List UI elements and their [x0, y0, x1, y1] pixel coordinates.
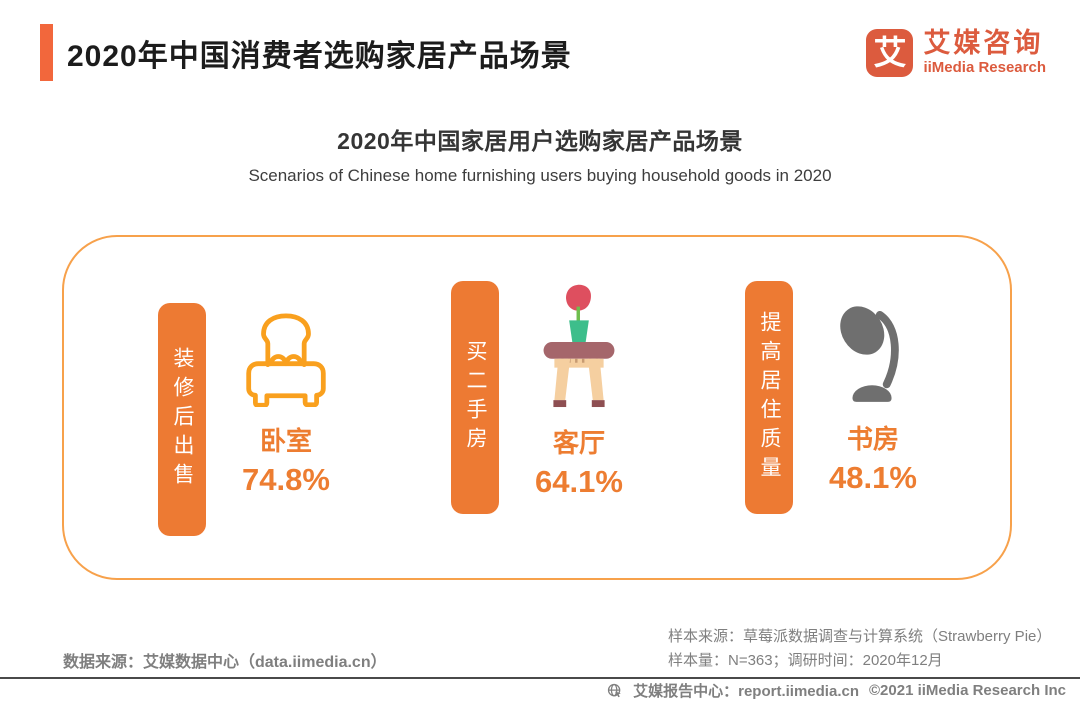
scenario-bar-label: 提高居住质量 — [758, 310, 781, 485]
report-header: 2020年中国消费者选购家居产品场景 艾 艾媒咨询 iiMedia Resear… — [40, 24, 1046, 81]
accent-bar — [40, 24, 53, 81]
data-source-note: 数据来源：艾媒数据中心（data.iimedia.cn） — [63, 654, 387, 671]
scenario-bar: 买二手房 — [451, 281, 499, 514]
scenario-bar-label: 买二手房 — [464, 339, 487, 456]
logo-name-en: iiMedia Research — [923, 58, 1046, 76]
scenario-content: 书房 48.1% — [825, 281, 921, 496]
chart-subtitle: Scenarios of Chinese home furnishing use… — [248, 166, 832, 185]
logo-name-cn: 艾媒咨询 — [923, 28, 1044, 59]
room-label: 书房 — [846, 424, 899, 454]
scenario-bar: 装修后出售 — [158, 303, 206, 536]
room-value: 48.1% — [829, 460, 917, 495]
scenario-panel: 装修后出售 卧室 74.8% 买二手房 — [62, 235, 1012, 580]
footer-report-center: 艾媒报告中心：report.iimedia.cn — [633, 683, 859, 700]
room-label: 客厅 — [552, 428, 605, 458]
chart-heading: 2020年中国家居用户选购家居产品场景 Scenarios of Chinese… — [0, 122, 1080, 186]
globe-icon — [607, 683, 623, 699]
scenario-content: 卧室 74.8% — [238, 303, 334, 498]
logo-text: 艾媒咨询 iiMedia Research — [923, 29, 1046, 75]
room-label: 卧室 — [259, 426, 312, 456]
scenario-group-bedroom: 装修后出售 卧室 74.8% — [158, 303, 334, 536]
page-title: 2020年中国消费者选购家居产品场景 — [67, 39, 572, 73]
scenario-bar: 提高居住质量 — [745, 281, 793, 514]
sample-source-note: 样本来源：草莓派数据调查与计算系统（Strawberry Pie） — [668, 628, 1052, 645]
scenario-group-livingroom: 买二手房 — [451, 281, 627, 514]
room-value: 64.1% — [535, 464, 623, 499]
table-icon — [531, 281, 627, 409]
scenario-group-study: 提高居住质量 书房 48.1% — [745, 281, 921, 514]
bed-icon — [242, 303, 330, 407]
footer-copyright: ©2021 iiMedia Research Inc — [869, 682, 1066, 699]
chart-title: 2020年中国家居用户选购家居产品场景 — [337, 128, 743, 154]
lamp-icon — [829, 281, 917, 405]
scenario-content: 客厅 64.1% — [531, 281, 627, 500]
sample-notes: 样本来源：草莓派数据调查与计算系统（Strawberry Pie） 样本量：N=… — [668, 625, 1051, 673]
scenario-bar-label: 装修后出售 — [171, 347, 194, 492]
brand-logo: 艾 艾媒咨询 iiMedia Research — [866, 28, 1046, 77]
logo-mark-icon: 艾 — [866, 28, 914, 77]
sample-info-note: 样本量：N=363；调研时间：2020年12月 — [668, 652, 943, 669]
footer-bar: 艾媒报告中心：report.iimedia.cn ©2021 iiMedia R… — [0, 677, 1080, 702]
room-value: 74.8% — [242, 462, 330, 497]
